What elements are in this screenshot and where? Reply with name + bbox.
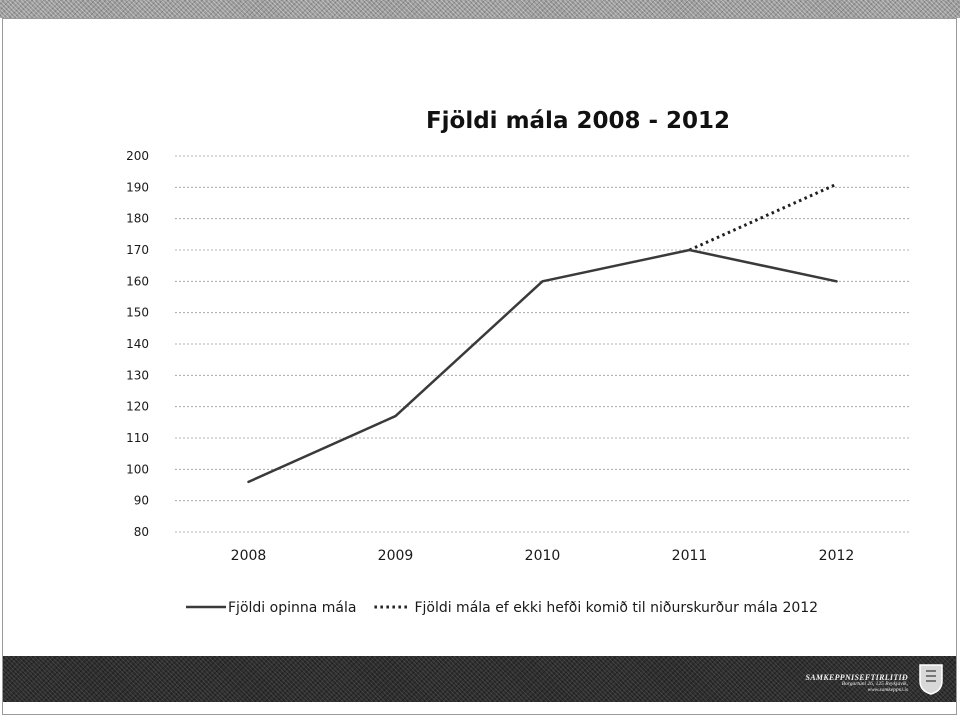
y-tick-label: 80 [134,525,149,539]
y-tick-label: 140 [126,337,149,351]
legend-label: Fjöldi mála ef ekki hefði komið til niðu… [414,600,818,616]
header-banner [0,0,960,18]
logo-name: SAMKEPPNISEFTIRLITIÐ [805,673,908,683]
footer-logo-text: SAMKEPPNISEFTIRLITIÐ Borgartúni 26, 125 … [805,673,908,694]
y-tick-label: 190 [126,180,149,194]
y-tick-label: 100 [126,462,149,476]
logo-website: www.samkeppni.is [867,687,908,694]
y-tick-label: 110 [126,431,149,445]
x-tick-label: 2012 [819,548,855,564]
x-tick-label: 2008 [231,548,267,564]
gridlines [175,155,910,533]
series-line-dotted [688,182,838,252]
series-line-solid [247,248,838,484]
x-tick-label: 2010 [525,548,561,564]
x-tick-label: 2009 [378,548,414,564]
series-lines [247,182,838,484]
y-tick-label: 90 [134,494,149,508]
y-tick-label: 170 [126,243,149,257]
y-tick-label: 180 [126,212,149,226]
y-axis-ticks: 80 90 100 110 120 130 140 150 160 170 180 190 200 [126,149,149,539]
chart-title: Fjöldi mála 2008 - 2012 [426,108,730,134]
slide: SAMKEPPNISEFTIRLITIÐ Borgartúni 26, 125 … [2,18,957,715]
x-tick-label: 2011 [672,548,708,564]
legend: Fjöldi opinna mála Fjöldi mála ef ekki he… [186,600,818,616]
y-tick-label: 130 [126,368,149,382]
logo-address: Borgartúni 26, 125 Reykjavík, [841,681,908,688]
x-axis-ticks: 2008 2009 2010 2011 2012 [231,548,855,564]
y-tick-label: 160 [126,274,149,288]
y-tick-label: 120 [126,400,149,414]
y-tick-label: 150 [126,306,149,320]
legend-label: Fjöldi opinna mála [228,600,356,616]
footer-banner [3,656,956,702]
y-tick-label: 200 [126,149,149,163]
crest-icon [919,664,943,695]
